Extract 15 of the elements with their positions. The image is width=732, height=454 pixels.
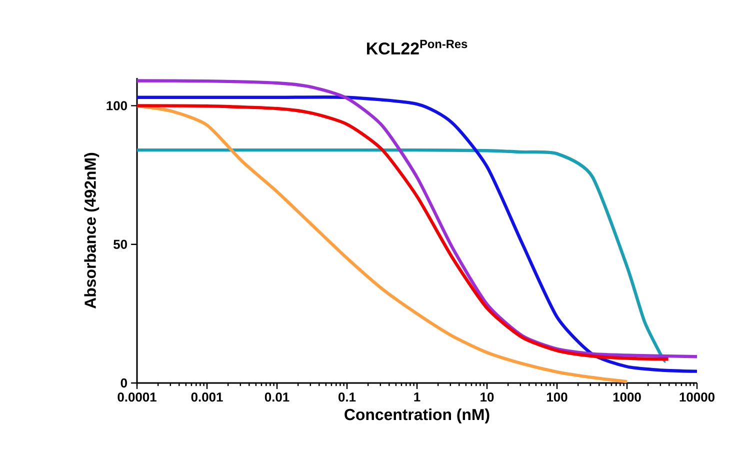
x-tick-label: 1: [414, 392, 420, 402]
x-tick-label: 100: [547, 392, 568, 402]
x-tick-label: 0.001: [191, 392, 223, 402]
x-tick-label: 0.0001: [118, 392, 156, 402]
x-tick-label: 0.01: [264, 392, 290, 402]
y-axis-title: Absorbance (492nM): [84, 152, 100, 308]
x-tick-label: 1000: [613, 392, 641, 402]
y-tick-label: 50: [114, 240, 127, 249]
x-axis-title: Concentration (nM): [344, 408, 490, 424]
y-tick-label: 0: [120, 378, 127, 388]
x-tick-label: 10: [480, 392, 494, 402]
chart-title: KCL22$^{Pon-Res}$: [367, 40, 468, 54]
x-tick-label: 10000: [680, 392, 714, 402]
y-tick-label: 100: [106, 101, 127, 110]
x-tick-label: 0.1: [338, 392, 356, 402]
